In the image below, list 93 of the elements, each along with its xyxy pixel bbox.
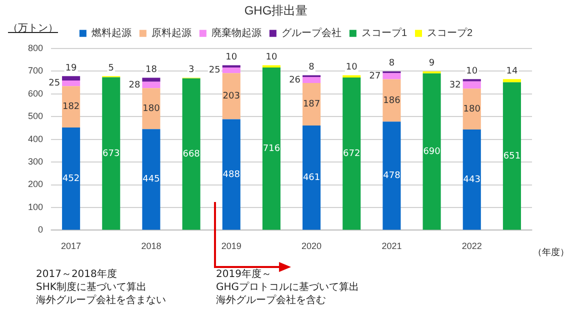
bar	[142, 88, 160, 130]
bar	[422, 73, 441, 230]
data-label: 5	[108, 63, 114, 74]
chart-title: GHG排出量	[244, 4, 308, 18]
y-tick-label: 0	[38, 224, 44, 235]
bar	[62, 76, 80, 80]
data-label: 478	[383, 170, 401, 181]
bar	[142, 82, 160, 88]
text: SHK制度に基づいて算出	[36, 281, 146, 294]
bar	[142, 129, 160, 230]
x-tick-label: 2021	[382, 241, 402, 252]
bar	[62, 80, 80, 86]
bar	[102, 77, 120, 230]
data-label: 668	[182, 149, 200, 160]
data-label: 673	[102, 148, 120, 159]
data-label: 651	[503, 151, 521, 162]
data-label: 180	[142, 104, 160, 114]
data-label: 461	[302, 172, 320, 183]
data-label: 10	[346, 62, 358, 73]
y-tick-label: 600	[28, 88, 44, 98]
data-label: 3	[188, 65, 194, 76]
bar	[302, 77, 321, 83]
x-tick-label: 2019	[221, 241, 242, 252]
data-label: 672	[343, 148, 360, 159]
data-label: 186	[383, 96, 401, 106]
data-label: 18	[145, 65, 158, 76]
bar	[382, 73, 401, 80]
bar	[462, 81, 481, 89]
bar	[222, 119, 240, 230]
data-label: 203	[222, 92, 240, 102]
bar	[382, 122, 401, 230]
data-label: 8	[388, 58, 395, 69]
bar	[302, 125, 321, 230]
bar	[502, 79, 521, 82]
legend-label: スコープ2	[427, 27, 473, 40]
legend-label: 燃料起源	[91, 27, 132, 40]
bar	[62, 86, 80, 128]
y-tick-label: 500	[28, 111, 44, 122]
data-label: 187	[302, 100, 320, 110]
bar	[62, 127, 80, 230]
bar	[182, 78, 200, 230]
y-tick-label: 300	[28, 156, 44, 167]
data-label: 26	[289, 75, 301, 86]
legend-label: 原料起源	[151, 27, 192, 40]
y-tick-label: 400	[28, 134, 44, 144]
data-label: 28	[128, 80, 140, 90]
bar	[342, 77, 361, 230]
bar	[382, 79, 401, 122]
x-tick-label: 2020	[302, 241, 322, 252]
data-label: 27	[369, 72, 381, 82]
text: 2017～2018年度	[36, 268, 117, 281]
data-label: 25	[208, 66, 220, 76]
bar	[262, 67, 280, 230]
y-tick-label: 100	[28, 202, 44, 212]
text: 2019年度～	[216, 268, 272, 281]
x-tick-label: 2022	[462, 241, 482, 252]
legend-label: グループ会社	[281, 27, 342, 40]
y-tick-label: 800	[28, 42, 44, 53]
data-label: 452	[62, 174, 80, 184]
bar	[502, 82, 521, 230]
data-label: 488	[222, 170, 240, 180]
data-label: 182	[62, 102, 80, 112]
data-label: 25	[48, 78, 60, 89]
data-label: 716	[262, 144, 280, 154]
text: GHGプロトコルに基づいて算出	[216, 281, 360, 294]
bar	[222, 73, 240, 120]
bar	[222, 67, 240, 74]
data-label: 690	[423, 146, 441, 157]
bar	[302, 82, 321, 126]
data-label: 180	[463, 104, 481, 114]
bar	[462, 130, 481, 230]
data-label: 445	[142, 174, 160, 185]
data-label: 14	[506, 66, 518, 76]
x-tick-label: 2017	[61, 241, 82, 252]
y-axis-title: （万トン）	[8, 22, 58, 35]
data-label: 10	[266, 52, 278, 63]
x-axis-title: （年度）	[533, 247, 569, 260]
bar	[462, 88, 481, 130]
bar	[142, 78, 160, 82]
data-label: 9	[428, 58, 435, 69]
data-label: 10	[226, 52, 238, 63]
y-tick-label: 700	[28, 66, 44, 76]
legend-label: 廃棄物起源	[211, 27, 262, 40]
legend-label: スコープ1	[361, 27, 408, 40]
data-label: 19	[65, 63, 78, 74]
x-tick-label: 2018	[141, 241, 162, 252]
y-tick-label: 200	[28, 179, 44, 190]
data-label: 443	[463, 174, 480, 185]
data-label: 32	[449, 80, 461, 90]
text: 海外グループ会社を含む	[216, 294, 326, 307]
data-label: 8	[308, 62, 315, 73]
text: 海外グループ会社を含まない	[36, 294, 166, 307]
data-label: 10	[466, 66, 478, 76]
